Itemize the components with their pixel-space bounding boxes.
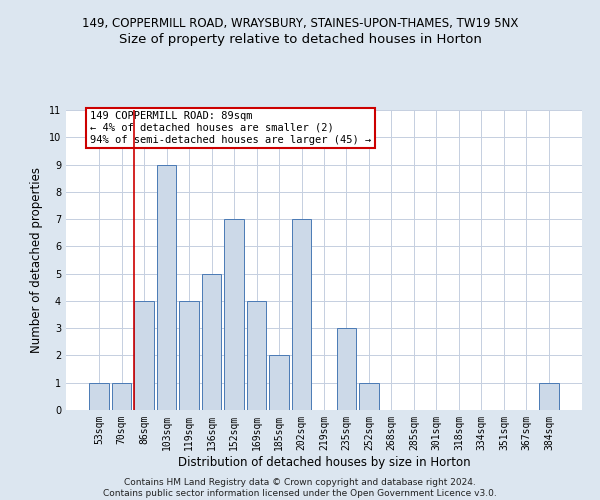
Bar xyxy=(337,328,356,410)
Bar xyxy=(359,382,379,410)
Bar xyxy=(202,274,221,410)
Bar xyxy=(157,164,176,410)
Bar xyxy=(269,356,289,410)
Bar xyxy=(247,301,266,410)
Bar xyxy=(89,382,109,410)
Text: Contains HM Land Registry data © Crown copyright and database right 2024.
Contai: Contains HM Land Registry data © Crown c… xyxy=(103,478,497,498)
Text: Size of property relative to detached houses in Horton: Size of property relative to detached ho… xyxy=(119,32,481,46)
Text: 149 COPPERMILL ROAD: 89sqm
← 4% of detached houses are smaller (2)
94% of semi-d: 149 COPPERMILL ROAD: 89sqm ← 4% of detac… xyxy=(90,112,371,144)
Y-axis label: Number of detached properties: Number of detached properties xyxy=(31,167,43,353)
Bar xyxy=(539,382,559,410)
Text: 149, COPPERMILL ROAD, WRAYSBURY, STAINES-UPON-THAMES, TW19 5NX: 149, COPPERMILL ROAD, WRAYSBURY, STAINES… xyxy=(82,18,518,30)
Bar xyxy=(112,382,131,410)
Bar xyxy=(179,301,199,410)
Bar xyxy=(292,219,311,410)
Bar xyxy=(134,301,154,410)
X-axis label: Distribution of detached houses by size in Horton: Distribution of detached houses by size … xyxy=(178,456,470,468)
Bar xyxy=(224,219,244,410)
